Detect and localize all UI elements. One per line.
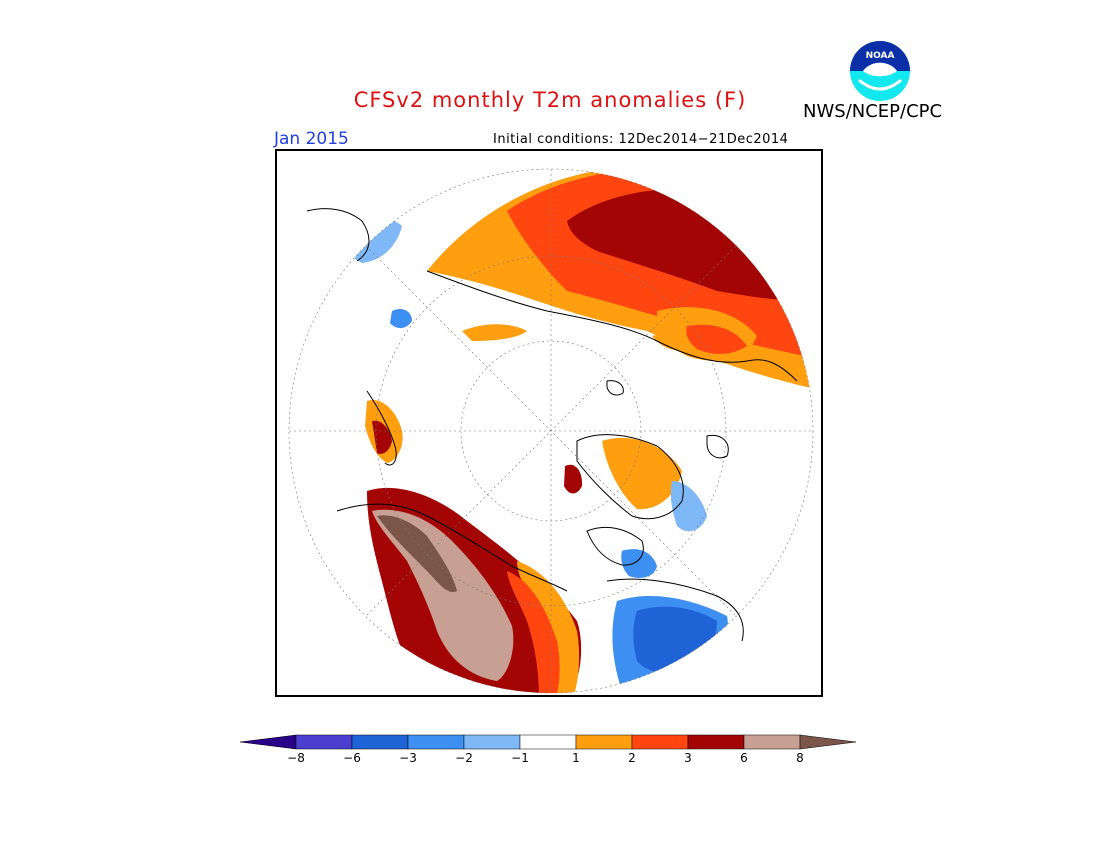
colorbar-tick-label: −6 bbox=[343, 751, 361, 765]
anomaly-region-greenland bbox=[602, 437, 682, 510]
forecast-month: Jan 2015 bbox=[274, 129, 349, 149]
chart-title: CFSv2 monthly T2m anomalies (F) bbox=[353, 88, 747, 112]
graticule bbox=[288, 168, 814, 694]
svg-text:NOAA: NOAA bbox=[866, 51, 895, 61]
colorbar-tick-label: 1 bbox=[572, 751, 580, 765]
anomaly-region-russia-east-red bbox=[686, 324, 747, 354]
noaa-logo: NOAA bbox=[849, 40, 911, 102]
coastlines bbox=[306, 208, 798, 642]
colorbar-tick-label: 6 bbox=[740, 751, 748, 765]
colorbar-tick-label: −2 bbox=[455, 751, 473, 765]
polar-map bbox=[275, 149, 823, 697]
anomaly-region-greenland-coast-cold bbox=[670, 481, 707, 532]
colorbar-bin bbox=[351, 734, 409, 750]
colorbar-bin bbox=[295, 734, 353, 750]
colorbar-tick-label: −1 bbox=[511, 751, 529, 765]
initial-conditions: Initial conditions: 12Dec2014−21Dec2014 bbox=[493, 132, 789, 147]
colorbar-tick-label: 8 bbox=[796, 751, 804, 765]
colorbar-tick-label: 2 bbox=[628, 751, 636, 765]
colorbar-tick-label: −3 bbox=[399, 751, 417, 765]
colorbar bbox=[240, 734, 857, 750]
colorbar-bin bbox=[631, 734, 689, 750]
colorbar-bin bbox=[743, 734, 801, 750]
anomaly-region-eastern-canada-cold-dark bbox=[633, 606, 717, 674]
anomaly-region-nw-america-brown bbox=[377, 515, 457, 592]
anomaly-region-europe-cold-2 bbox=[390, 309, 412, 329]
colorbar-arrow-right bbox=[799, 734, 857, 750]
anomaly-region-greenland-red bbox=[564, 464, 583, 494]
colorbar-arrow-left bbox=[240, 734, 297, 750]
agency-label: NWS/NCEP/CPC bbox=[803, 101, 943, 122]
anomaly-strip-arctic bbox=[462, 324, 527, 341]
anomaly-strip-arctic-2 bbox=[652, 334, 692, 351]
colorbar-bin bbox=[575, 734, 633, 750]
anomaly-region-alaska-red bbox=[372, 420, 392, 454]
anomaly-region-nw-america-tan bbox=[372, 509, 514, 681]
colorbar-tick-label: −8 bbox=[287, 751, 305, 765]
colorbar-tick-label: 3 bbox=[684, 751, 692, 765]
colorbar-bin bbox=[407, 734, 465, 750]
colorbar-bin bbox=[519, 734, 577, 750]
colorbar-bin bbox=[687, 734, 745, 750]
anomaly-region-hudson-cold bbox=[621, 549, 657, 578]
colorbar-bin bbox=[463, 734, 521, 750]
